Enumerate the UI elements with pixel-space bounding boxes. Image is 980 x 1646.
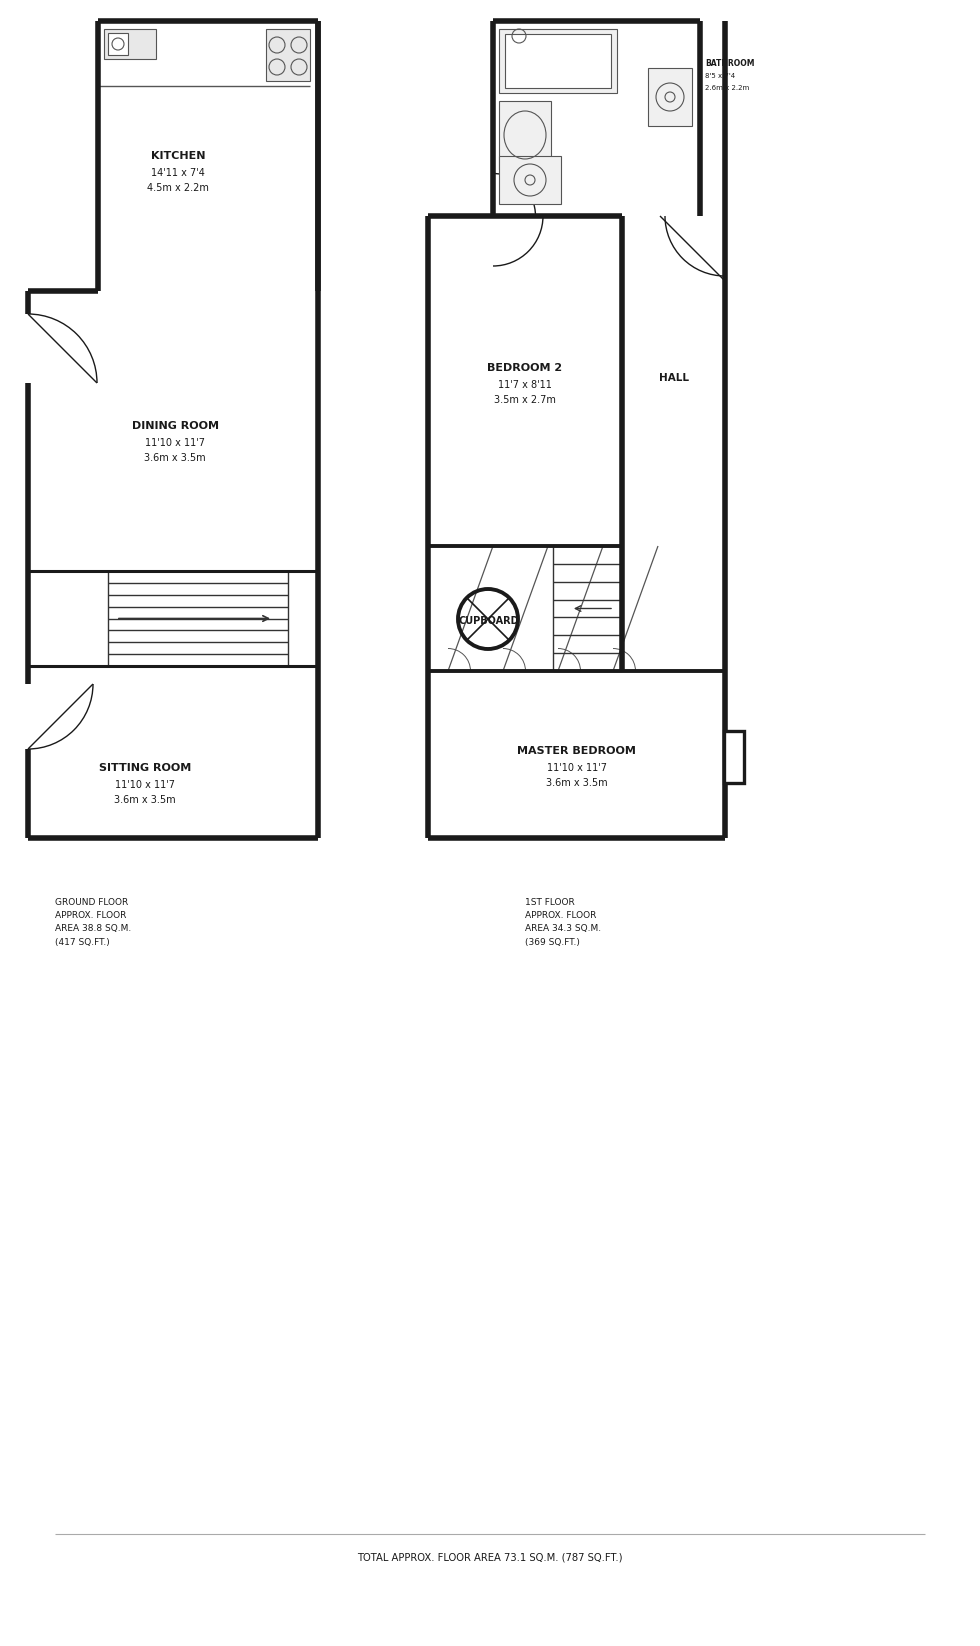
Text: SITTING ROOM: SITTING ROOM xyxy=(99,764,191,774)
Text: 3.6m x 3.5m: 3.6m x 3.5m xyxy=(144,453,206,463)
Text: KITCHEN: KITCHEN xyxy=(151,151,205,161)
Text: 14'11 x 7'4: 14'11 x 7'4 xyxy=(151,168,205,178)
Bar xyxy=(98,21,318,291)
Text: TOTAL APPROX. FLOOR AREA 73.1 SQ.M. (787 SQ.FT.): TOTAL APPROX. FLOOR AREA 73.1 SQ.M. (787… xyxy=(358,1552,622,1564)
Text: 4.5m x 2.2m: 4.5m x 2.2m xyxy=(147,183,209,193)
Bar xyxy=(499,100,551,170)
Text: MASTER BEDROOM: MASTER BEDROOM xyxy=(517,746,636,756)
Bar xyxy=(648,67,692,127)
Text: 11'7 x 8'11: 11'7 x 8'11 xyxy=(498,380,552,390)
Text: 11'10 x 11'7: 11'10 x 11'7 xyxy=(115,780,175,790)
Bar xyxy=(108,33,128,54)
Text: BEDROOM 2: BEDROOM 2 xyxy=(487,364,563,374)
Bar xyxy=(28,291,318,838)
Text: 2.6m x 2.2m: 2.6m x 2.2m xyxy=(705,86,750,91)
Bar xyxy=(499,30,617,94)
Bar xyxy=(724,731,744,783)
Text: 11'10 x 11'7: 11'10 x 11'7 xyxy=(145,438,205,448)
Text: GROUND FLOOR
APPROX. FLOOR
AREA 38.8 SQ.M.
(417 SQ.FT.): GROUND FLOOR APPROX. FLOOR AREA 38.8 SQ.… xyxy=(55,899,131,946)
Text: CUPBOARD: CUPBOARD xyxy=(458,616,518,625)
Text: BATHROOM: BATHROOM xyxy=(705,59,755,67)
Text: 3.5m x 2.7m: 3.5m x 2.7m xyxy=(494,395,556,405)
Text: 11'10 x 11'7: 11'10 x 11'7 xyxy=(547,764,607,774)
Text: 3.6m x 3.5m: 3.6m x 3.5m xyxy=(115,795,175,805)
Text: 8'5 x 7'4: 8'5 x 7'4 xyxy=(705,72,735,79)
Bar xyxy=(505,35,611,87)
Text: 1ST FLOOR
APPROX. FLOOR
AREA 34.3 SQ.M.
(369 SQ.FT.): 1ST FLOOR APPROX. FLOOR AREA 34.3 SQ.M. … xyxy=(525,899,601,946)
Bar xyxy=(266,30,310,81)
Text: HALL: HALL xyxy=(659,374,689,384)
Text: DINING ROOM: DINING ROOM xyxy=(131,421,219,431)
Bar xyxy=(428,21,725,838)
Bar xyxy=(104,30,156,59)
Bar xyxy=(499,156,561,204)
Text: 3.6m x 3.5m: 3.6m x 3.5m xyxy=(546,779,608,788)
